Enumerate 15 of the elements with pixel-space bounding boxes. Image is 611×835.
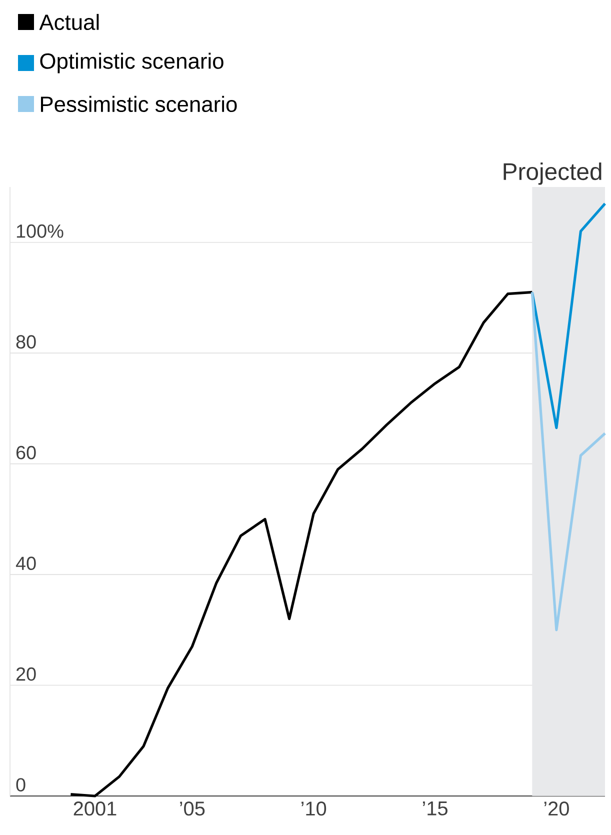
x-tick-label: ’10 xyxy=(302,802,326,816)
y-tick-label: 0 xyxy=(16,778,26,792)
y-tick-label: 100% xyxy=(16,224,64,238)
band-label: Projected xyxy=(504,162,602,185)
x-tick-label: ’20 xyxy=(544,802,569,816)
legend-label: Optimistic scenario xyxy=(40,52,224,74)
y-tick-label: 20 xyxy=(16,667,36,681)
x-tick-label: ’15 xyxy=(422,802,448,816)
legend-label: Pessimistic scenario xyxy=(40,96,237,112)
legend-label: Actual xyxy=(39,14,99,30)
x-tick-label: 2001 xyxy=(74,802,116,816)
y-tick-label: 80 xyxy=(16,335,36,349)
x-tick-label: ’05 xyxy=(180,802,205,816)
y-tick-label: 60 xyxy=(16,446,36,460)
y-tick-label: 40 xyxy=(16,556,36,570)
